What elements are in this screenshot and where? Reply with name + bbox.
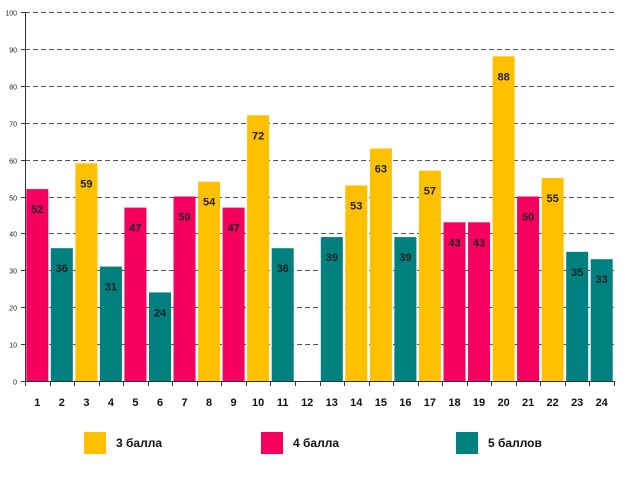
x-tick-label: 16	[399, 397, 411, 409]
x-tick-label: 21	[522, 397, 534, 409]
bar-value-label: 36	[277, 263, 289, 275]
legend-swatch-4	[261, 432, 283, 454]
x-tick-label: 9	[231, 397, 237, 409]
legend-label-5: 5 баллов	[488, 436, 542, 450]
bar	[149, 292, 171, 381]
bar-value-label: 43	[473, 237, 485, 249]
y-tick-label: 60	[9, 159, 17, 166]
bar-value-label: 35	[571, 267, 583, 279]
legend-swatch-3	[84, 432, 106, 454]
x-tick-label: 24	[596, 397, 609, 409]
x-tick-label: 20	[497, 397, 509, 409]
bar-value-label: 52	[31, 204, 43, 216]
y-axis: 0 10 20 30 40 50 60 70 80 90 100	[5, 11, 26, 387]
bar	[99, 266, 122, 381]
bar-value-label: 47	[129, 223, 141, 235]
x-tick-label: 12	[301, 397, 313, 409]
x-tick-label: 22	[546, 397, 558, 409]
y-tick-label: 0	[13, 380, 17, 387]
bar-value-label: 39	[326, 252, 338, 264]
bar	[492, 56, 515, 382]
bar	[541, 178, 564, 381]
bar	[443, 222, 466, 381]
legend-swatch-5	[456, 432, 478, 454]
y-tick-label: 40	[9, 232, 17, 239]
x-tick-label: 3	[83, 397, 89, 409]
bar-value-label: 33	[596, 274, 608, 286]
bar	[271, 248, 294, 381]
bars: 52 36 59 31 47 24 50 54 47 72 36 39 53 63 39 57 43 43 88 50…	[26, 56, 613, 382]
bar-value-label: 72	[252, 130, 264, 142]
bar-value-label: 88	[497, 71, 509, 83]
bar-value-label: 47	[227, 223, 239, 235]
bar-value-label: 54	[203, 197, 216, 209]
x-tick-label: 2	[59, 397, 65, 409]
bar	[369, 148, 392, 381]
x-tick-label: 5	[132, 397, 138, 409]
bar	[590, 259, 613, 381]
bar	[468, 222, 490, 381]
bar-value-label: 57	[424, 186, 436, 198]
bar	[418, 170, 441, 381]
bar	[124, 207, 147, 381]
bar-value-label: 55	[546, 193, 558, 205]
bar-value-label: 63	[375, 164, 387, 176]
y-tick-label: 80	[9, 85, 17, 92]
bar	[173, 196, 196, 381]
y-tick-label: 50	[9, 196, 17, 203]
x-tick-label: 13	[326, 397, 338, 409]
bar	[394, 237, 417, 381]
legend-item-4: 4 балла	[261, 431, 339, 455]
y-tick-label: 70	[9, 122, 17, 129]
x-tick-label: 15	[375, 397, 387, 409]
x-tick-label: 6	[157, 397, 163, 409]
bar	[26, 189, 49, 381]
x-tick-label: 23	[571, 397, 583, 409]
x-tick-label: 19	[473, 397, 485, 409]
x-tick-label: 1	[34, 397, 40, 409]
x-tick-label: 4	[108, 397, 115, 409]
bar-value-label: 43	[448, 237, 460, 249]
bar-value-label: 24	[154, 307, 167, 319]
x-tick-label: 7	[181, 397, 187, 409]
legend-item-5: 5 баллов	[456, 431, 542, 455]
bar-value-label: 31	[105, 282, 117, 294]
legend-item-3: 3 балла	[84, 431, 162, 455]
bar-value-label: 50	[522, 212, 534, 224]
y-tick-label: 90	[9, 48, 17, 55]
y-tick-label: 100	[5, 11, 17, 18]
x-axis: 1 2 3 4 5 6 7 8 9 10 11 12 13 14 15 16 17 18 19 20 21 22 23 24	[25, 381, 615, 409]
x-tick-label: 18	[448, 397, 460, 409]
bar	[75, 163, 98, 381]
x-tick-label: 8	[206, 397, 212, 409]
bar	[247, 115, 270, 382]
x-tick-label: 14	[350, 397, 363, 409]
bar	[222, 207, 245, 381]
x-tick-label: 11	[277, 397, 289, 409]
bar	[566, 251, 589, 381]
x-tick-label: 10	[252, 397, 264, 409]
bar-value-label: 39	[399, 252, 411, 264]
legend-label-3: 3 балла	[116, 436, 163, 450]
bar-value-label: 50	[178, 212, 190, 224]
y-tick-label: 10	[9, 343, 17, 350]
y-tick-label: 30	[9, 269, 17, 276]
bar	[320, 237, 343, 381]
bar	[50, 248, 73, 381]
bar	[345, 185, 368, 381]
bar-value-label: 36	[56, 263, 68, 275]
legend-label-4: 4 балла	[293, 436, 340, 450]
gridlines	[25, 12, 614, 345]
y-tick-label: 20	[9, 306, 17, 313]
bar-value-label: 53	[350, 200, 362, 212]
bar	[517, 196, 540, 381]
bar-value-label: 59	[80, 178, 92, 190]
bar	[198, 181, 221, 381]
x-tick-label: 17	[424, 397, 436, 409]
